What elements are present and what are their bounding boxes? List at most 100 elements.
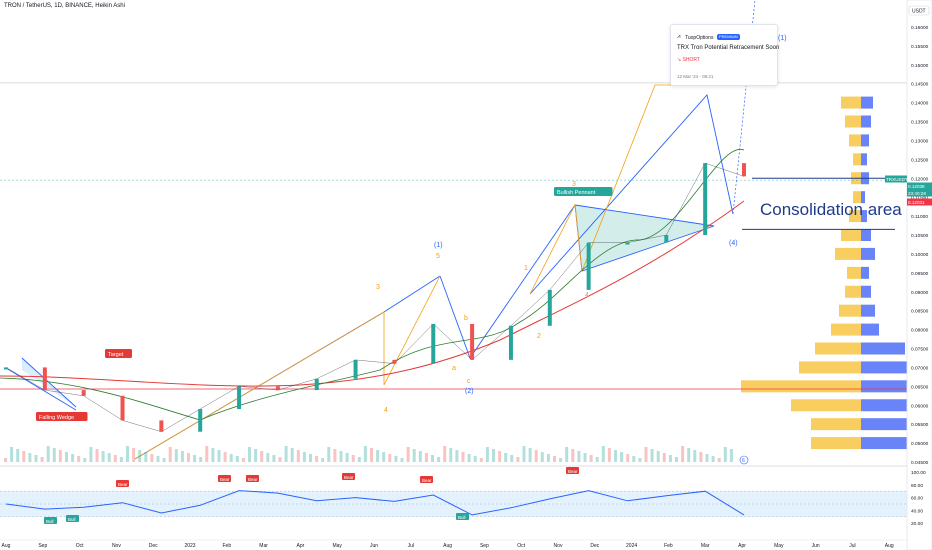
volume-bar-32 [199, 457, 203, 462]
volume-bar-17 [107, 453, 111, 462]
volume-profile-sell-15 [861, 380, 907, 393]
volume-profile-sell-7 [861, 229, 871, 241]
volume-bar-54 [333, 449, 337, 462]
rsi-bear-bg-4 [420, 476, 433, 483]
time-tick-16: Dec [590, 543, 599, 549]
volume-bar-33 [205, 446, 209, 462]
volume-bar-117 [717, 458, 721, 462]
wave-1-label: (1) [434, 242, 443, 249]
idea-card[interactable]: ⩘ TuopOptions PREMIUM TRX Tron Potential… [670, 24, 780, 86]
volume-profile-buy-16 [791, 399, 861, 412]
time-tick-6: Feb [222, 543, 231, 549]
wave-2-label: (2) [465, 388, 474, 395]
volume-bar-52 [321, 458, 325, 462]
price-tick-10: 0.11000 [911, 214, 928, 220]
candle-18 [703, 163, 708, 235]
volume-bar-68 [418, 451, 422, 462]
wave-4-label: 4 [384, 407, 388, 414]
candle-2 [81, 390, 86, 396]
volume-bar-100 [614, 450, 617, 462]
rsi-bull-label-0: Bull [46, 519, 54, 524]
idea-title[interactable]: TRX Tron Potential Retracement Soon [677, 45, 780, 51]
rsi-bear-bg-2 [246, 475, 259, 482]
candle-9 [353, 359, 358, 379]
chart-symbol-header: TRON / TetherUS, 1D, BINANCE, Heikin Ash… [4, 3, 125, 9]
volume-bar-41 [254, 449, 258, 462]
signal-label: SHORT [682, 57, 701, 63]
price-tick-22: 0.05000 [911, 441, 929, 447]
wave-b-label: b [464, 315, 468, 322]
volume-profile-sell-1 [861, 115, 871, 128]
volume-bar-1 [10, 447, 14, 462]
volume-bar-110 [675, 457, 678, 462]
volume-bar-19 [119, 457, 123, 462]
volume-bar-84 [516, 457, 520, 462]
volume-bar-85 [522, 446, 526, 462]
rsi-bull-bg-0 [44, 517, 57, 524]
volume-bar-13 [83, 458, 87, 462]
bullish-pennant-label: Bullish Pennant [557, 190, 596, 196]
price-tick-6: 0.13000 [911, 138, 929, 144]
volume-profile-buy-8 [835, 247, 861, 260]
price-tick-18: 0.07000 [911, 365, 929, 371]
volume-bar-62 [382, 452, 386, 462]
volume-bar-107 [656, 451, 660, 462]
volume-bar-86 [528, 448, 532, 462]
rsi-bear-bg-1 [218, 475, 231, 482]
volume-profile-sell-16 [861, 399, 907, 412]
volume-bar-5 [34, 455, 38, 462]
volume-bar-21 [132, 448, 136, 462]
volume-bar-4 [28, 453, 32, 462]
rsi-bear-label-5: Bear [568, 469, 578, 474]
volume-bar-53 [327, 447, 331, 462]
bullish-pennant-label-bg [554, 187, 613, 196]
rsi-bull-label-2: Bull [458, 515, 466, 520]
time-tick-21: May [774, 543, 784, 549]
volume-bar-7 [46, 446, 50, 462]
volume-bar-113 [693, 450, 697, 462]
candle-0 [4, 367, 8, 370]
candle-5 [198, 409, 203, 432]
volume-profile-buy-2 [849, 134, 861, 147]
ma-200-line [0, 200, 745, 387]
price-tick-12: 0.10000 [911, 252, 929, 258]
volume-bar-2 [16, 449, 20, 462]
price-tag-bg-2 [907, 189, 932, 197]
price-tick-3: 0.14500 [911, 82, 929, 88]
volume-bar-79 [485, 447, 489, 462]
volume-profile-sell-10 [861, 285, 871, 298]
volume-profile-buy-1 [845, 115, 861, 128]
candle-8 [314, 378, 319, 391]
falling-wedge-label-bg [36, 412, 88, 421]
volume-bar-77 [473, 456, 477, 462]
volume-bar-101 [620, 452, 624, 462]
volume-bar-70 [431, 455, 434, 462]
wave-a-label: a [452, 365, 456, 372]
volume-bar-92 [565, 447, 569, 462]
volume-bar-102 [626, 454, 630, 462]
candle-16 [625, 242, 630, 245]
candle-6 [237, 386, 242, 410]
rsi-bear-bg-5 [566, 467, 579, 474]
volume-bar-93 [571, 449, 575, 462]
candle-13 [508, 325, 513, 360]
rsi-tick-2: 60.00 [911, 496, 923, 502]
volume-profile-buy-11 [839, 304, 861, 317]
price-tick-0: 0.16000 [911, 25, 929, 31]
time-tick-1: Sep [38, 543, 47, 549]
volume-bar-71 [437, 457, 441, 462]
short-signal: ↘ SHORT [677, 57, 701, 63]
price-tick-2: 0.15000 [911, 63, 929, 69]
volume-bar-22 [138, 450, 142, 462]
rsi-tick-4: 20.00 [911, 521, 923, 527]
price-tick-9: 0.11500 [911, 195, 928, 201]
price-tick-13: 0.09500 [911, 271, 929, 277]
volume-bar-18 [113, 455, 117, 462]
volume-bar-115 [705, 454, 709, 462]
rsi-bear-label-4: Bear [422, 478, 432, 483]
idea-author: TuopOptions [685, 35, 714, 41]
candle-11 [431, 323, 436, 364]
rsi-tick-0: 100.00 [911, 470, 926, 476]
candle-3 [120, 395, 125, 421]
